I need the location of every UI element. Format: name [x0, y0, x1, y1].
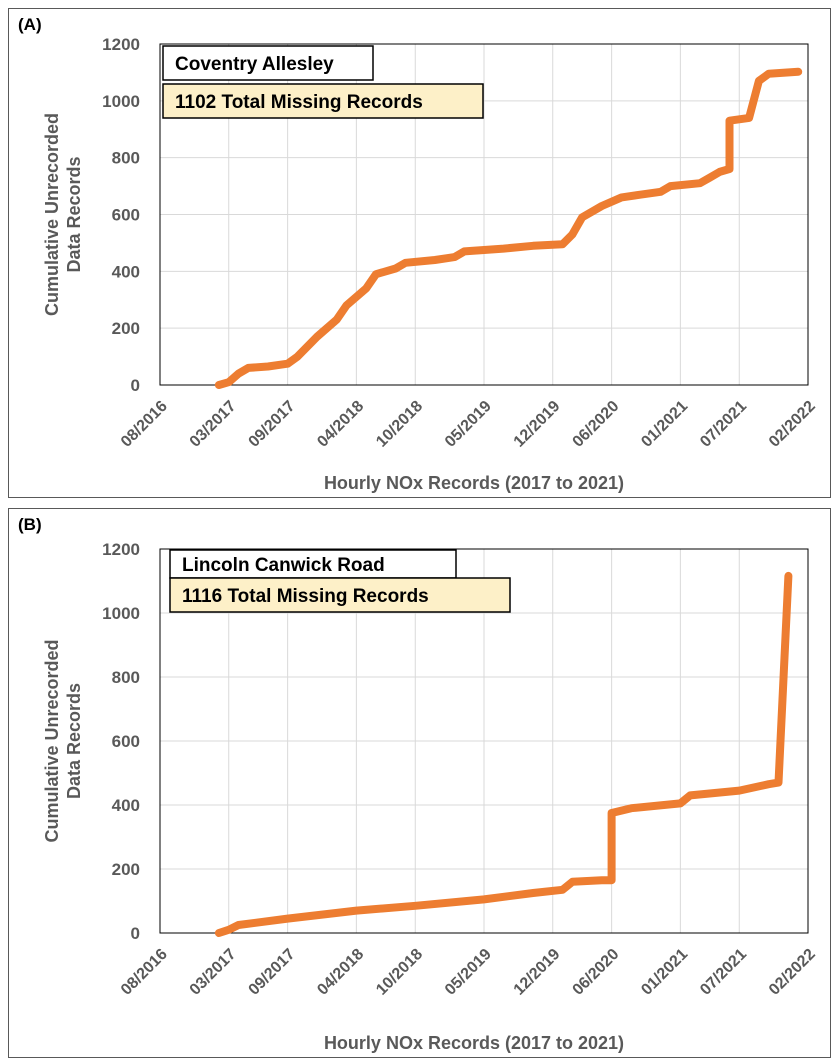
data-line	[214, 571, 793, 937]
y-axis-title: Data Records	[64, 156, 84, 272]
data-line	[214, 67, 803, 389]
y-tick-label: 1200	[102, 35, 140, 54]
panel: (A) 0 200 400 600 800 1000 1200 08/2016 03/2017 09…	[8, 8, 831, 498]
x-tick-label: 04/2018	[314, 398, 367, 451]
annotation-box	[169, 577, 511, 613]
y-axis-title: Cumulative Unrecorded	[42, 113, 62, 316]
plot-border	[159, 43, 809, 386]
x-tick-label: 05/2019	[442, 398, 495, 451]
y-tick-label: 600	[112, 206, 140, 225]
annotation: Coventry Allesley	[175, 54, 334, 75]
x-axis-title: Hourly NOx Records (2017 to 2021)	[324, 473, 624, 493]
x-tick-label: 07/2021	[697, 946, 750, 999]
y-tick-label: 400	[112, 796, 140, 815]
x-tick-label: 03/2017	[187, 398, 240, 451]
x-tick-label: 08/2016	[118, 946, 171, 999]
y-tick-label: 1200	[102, 540, 140, 559]
annotation: 1116 Total Missing Records	[182, 586, 429, 607]
x-tick-label: 06/2020	[570, 946, 623, 999]
x-tick-label: 06/2020	[570, 398, 623, 451]
annotation-box	[162, 83, 484, 119]
panel-label: (B)	[18, 515, 42, 534]
panel: (B) 0 200 400 600 800 1000 1200 08/2016 03/2017 09…	[8, 508, 831, 1058]
x-tick-label: 02/2022	[766, 946, 819, 999]
annotation-box	[169, 549, 457, 579]
x-tick-label: 09/2017	[246, 946, 299, 999]
y-tick-label: 0	[131, 924, 140, 943]
plot-border	[159, 548, 809, 934]
x-tick-label: 05/2019	[442, 946, 495, 999]
x-tick-label: 01/2021	[638, 398, 691, 451]
y-tick-label: 600	[112, 732, 140, 751]
y-tick-label: 200	[112, 860, 140, 879]
x-tick-label: 09/2017	[246, 398, 299, 451]
annotation: Lincoln Canwick Road	[182, 555, 385, 576]
panel-border	[8, 508, 831, 1058]
x-tick-label: 03/2017	[187, 946, 240, 999]
y-tick-label: 1000	[102, 92, 140, 111]
x-tick-label: 10/2018	[373, 398, 426, 451]
y-tick-label: 400	[112, 262, 140, 281]
panel-label: (A)	[18, 15, 42, 34]
x-tick-label: 12/2019	[511, 398, 564, 451]
x-axis-title: Hourly NOx Records (2017 to 2021)	[324, 1033, 624, 1053]
y-axis-title: Cumulative Unrecorded	[42, 639, 62, 842]
x-tick-label: 08/2016	[118, 398, 171, 451]
annotation: 1102 Total Missing Records	[175, 92, 423, 113]
y-axis-title: Data Records	[64, 683, 84, 799]
y-tick-label: 800	[112, 149, 140, 168]
annotation-box	[162, 45, 374, 81]
y-tick-label: 0	[131, 376, 140, 395]
x-tick-label: 07/2021	[697, 398, 750, 451]
y-tick-label: 1000	[102, 604, 140, 623]
panel-border	[8, 8, 831, 498]
x-tick-label: 12/2019	[511, 946, 564, 999]
x-tick-label: 02/2022	[766, 398, 819, 451]
x-tick-label: 01/2021	[638, 946, 691, 999]
y-tick-label: 800	[112, 668, 140, 687]
x-tick-label: 10/2018	[373, 946, 426, 999]
x-tick-label: 04/2018	[314, 946, 367, 999]
y-tick-label: 200	[112, 319, 140, 338]
